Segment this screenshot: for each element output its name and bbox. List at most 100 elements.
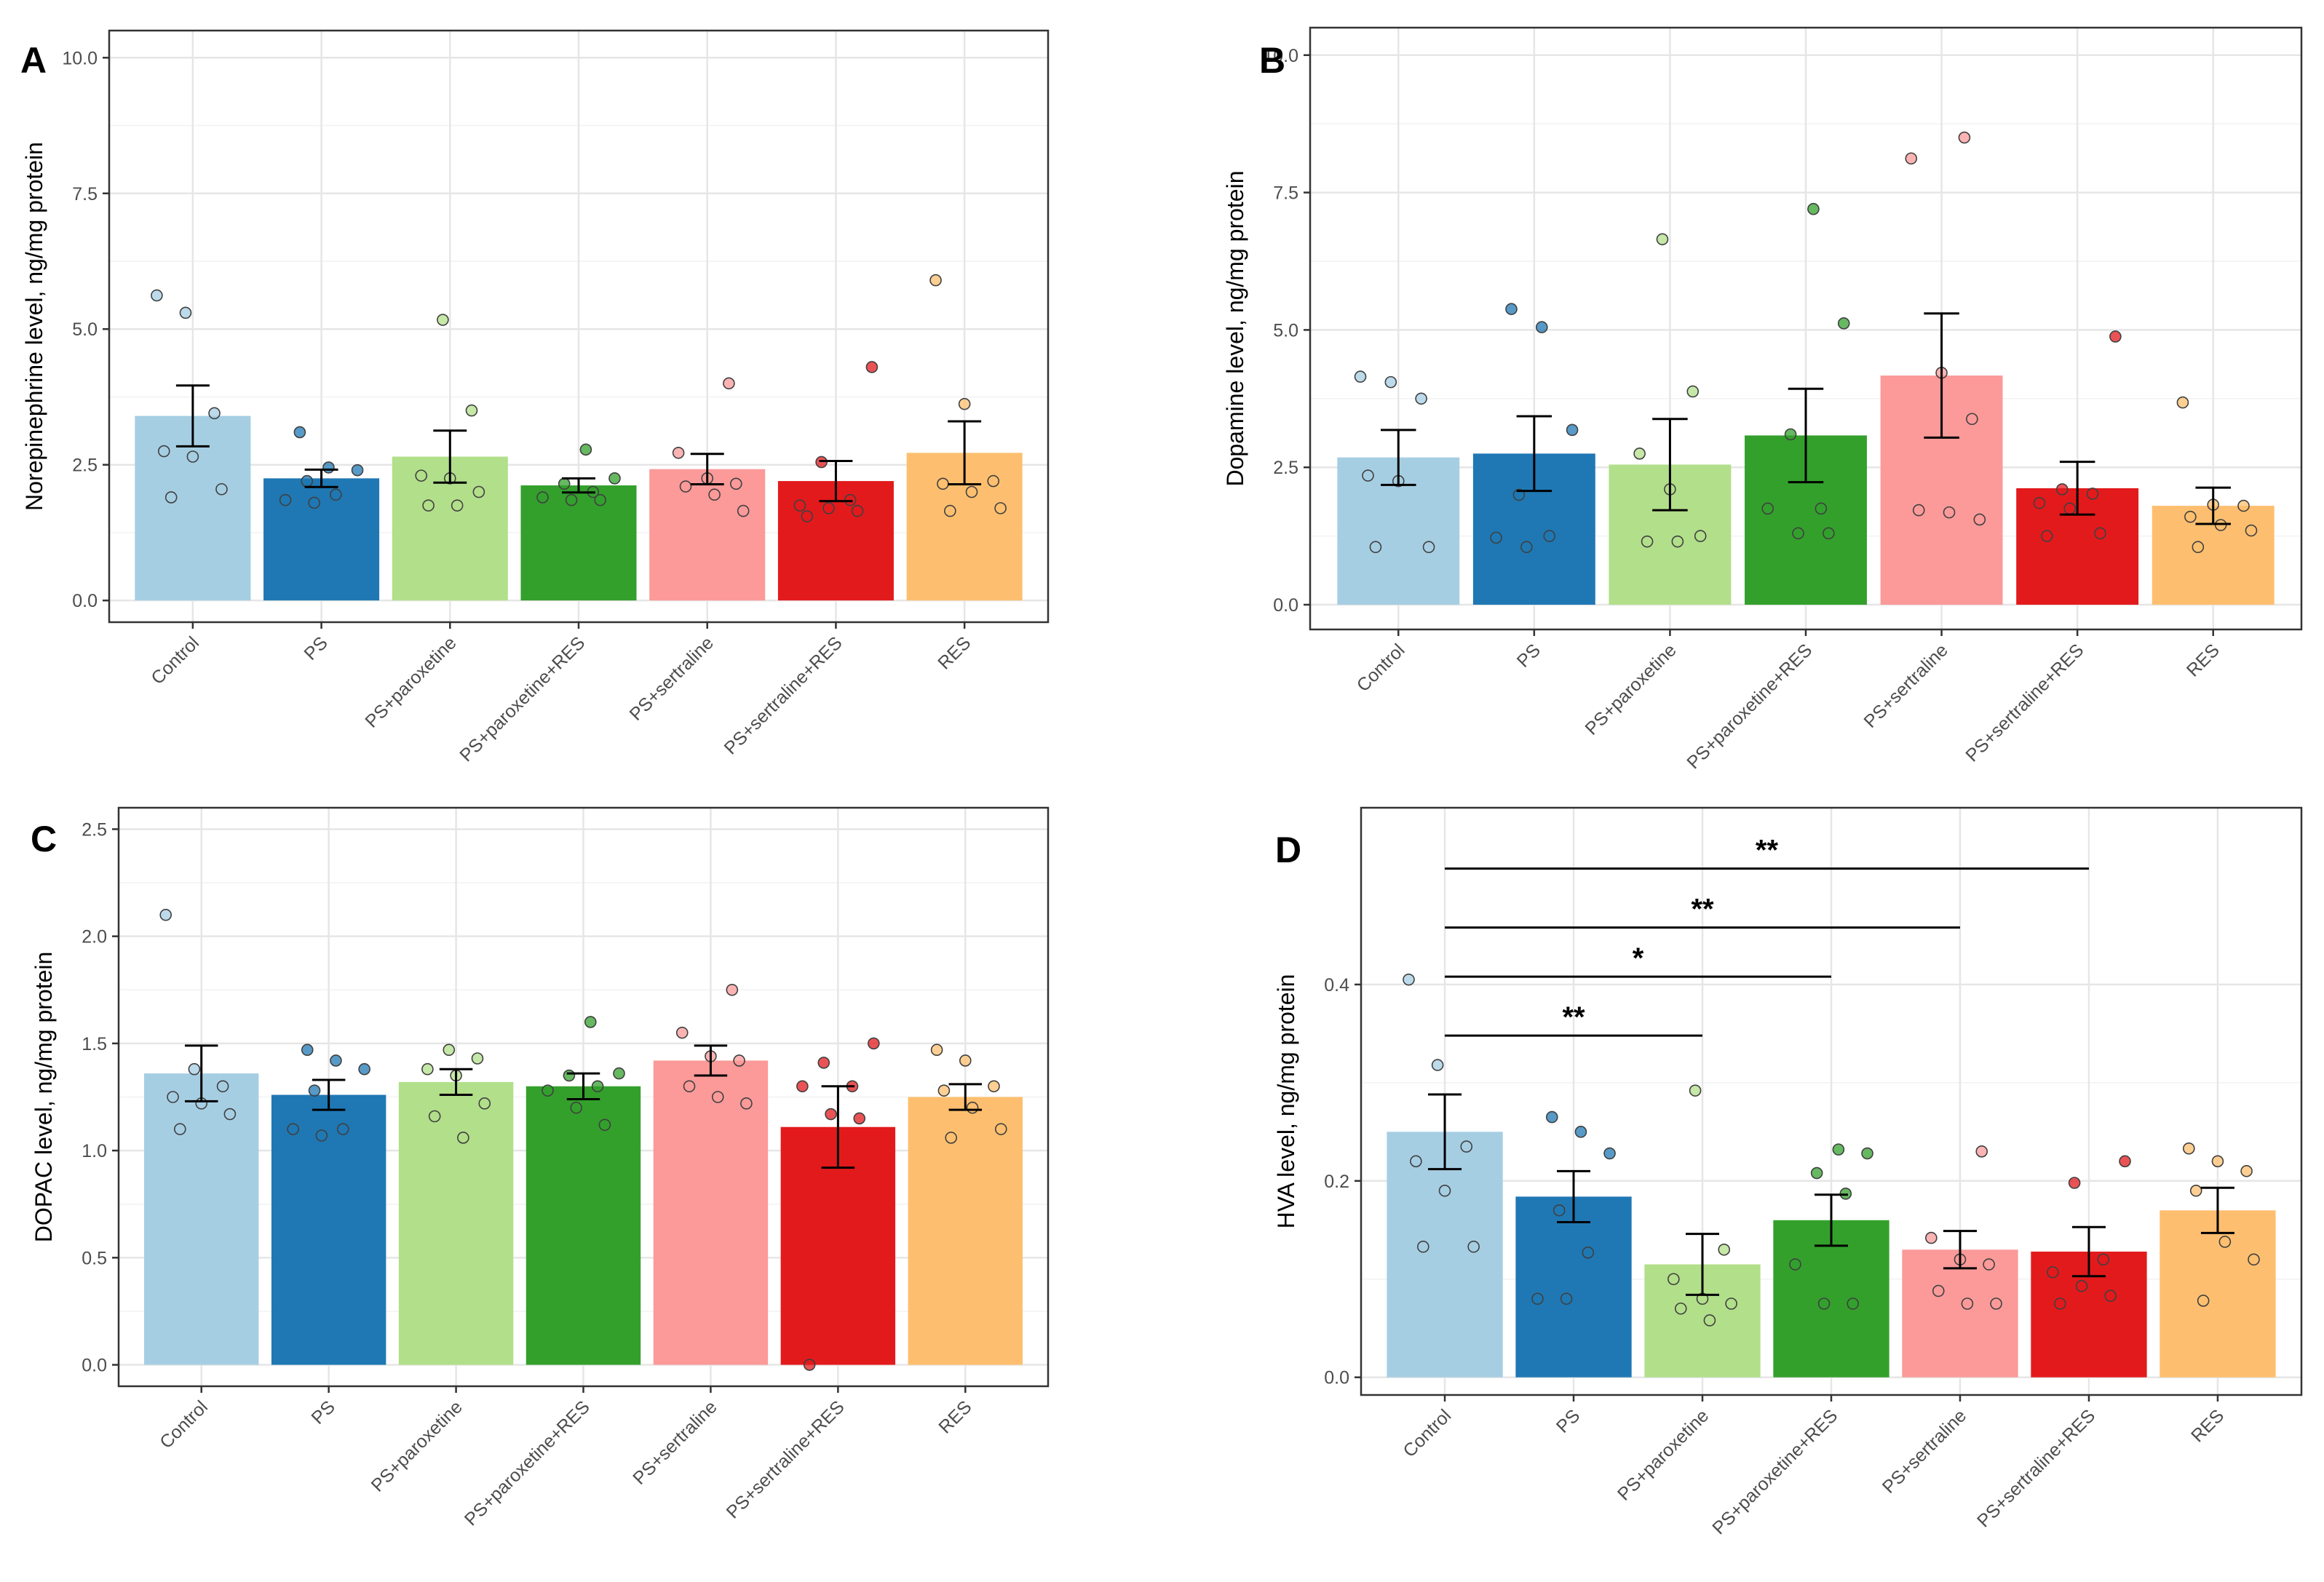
data-point-ps: [1545, 1110, 1558, 1124]
data-point-control: [1410, 1155, 1422, 1168]
data-point-ps: [1552, 1204, 1566, 1217]
data-point-ps-plus-sertraline-plus-res: [868, 1037, 880, 1050]
data-point-ps: [301, 1044, 314, 1057]
data-point-res: [2214, 519, 2227, 531]
data-point-ps-plus-sertraline-plus-res: [2109, 330, 2122, 343]
data-point-ps-plus-paroxetine: [437, 314, 449, 326]
data-point-res: [2240, 1165, 2253, 1177]
data-point-res: [937, 477, 949, 490]
data-point-ps-plus-paroxetine: [1689, 1084, 1702, 1097]
data-point-ps-plus-paroxetine-plus-res: [1837, 317, 1850, 330]
error-bar-ps-plus-paroxetine: [1652, 418, 1688, 512]
data-point-ps-plus-sertraline: [740, 1097, 753, 1110]
x-tick-label-res: RES: [2187, 1405, 2228, 1446]
panel-c: 0.0 0.5 1.0 1.5 2.0 2.5 Control PS PS+paroxetine…: [31, 806, 1050, 1530]
data-point-ps-plus-paroxetine-plus-res: [613, 1067, 625, 1080]
y-tick-label: 0.0: [72, 591, 98, 611]
bar-control: [1387, 1132, 1503, 1378]
data-point-ps-plus-sertraline: [733, 1054, 745, 1067]
error-bar-ps-plus-sertraline-plus-res: [821, 1085, 855, 1169]
data-point-ps: [330, 488, 342, 501]
y-axis-title: HVA level, ng/mg protein: [1273, 974, 1299, 1229]
data-point-ps-plus-paroxetine: [1671, 535, 1684, 548]
data-point-ps-plus-paroxetine: [421, 1062, 434, 1076]
data-point-ps: [293, 426, 306, 439]
data-point-res: [987, 474, 1000, 488]
data-point-ps-plus-sertraline: [1990, 1297, 2002, 1310]
data-point-res: [966, 1101, 979, 1114]
data-point-ps-plus-paroxetine-plus-res: [1823, 527, 1835, 540]
data-point-ps-plus-sertraline: [1912, 504, 1925, 517]
y-tick-label: 0.0: [1273, 595, 1298, 616]
data-point-res: [2211, 1155, 2224, 1168]
data-point-ps-plus-paroxetine-plus-res: [1810, 1166, 1823, 1180]
data-point-ps-plus-sertraline-plus-res: [865, 361, 879, 373]
data-point-control: [1422, 541, 1435, 554]
x-tick-label-ps-plus-sertraline-plus-res: PS+sertraline+RES: [1962, 640, 2087, 766]
data-point-ps: [287, 1123, 299, 1135]
data-point-control: [1384, 375, 1397, 389]
data-point-res: [2184, 510, 2197, 523]
error-bar-ps-plus-sertraline-plus-res: [2059, 461, 2095, 516]
data-point-ps-plus-paroxetine-plus-res: [591, 1080, 604, 1093]
data-point-ps-plus-sertraline-plus-res: [2033, 496, 2046, 509]
data-point-ps-plus-sertraline-plus-res: [793, 499, 806, 512]
data-point-ps-plus-paroxetine: [1656, 233, 1669, 246]
bar-control: [143, 1073, 259, 1365]
y-axis-title: Norepinephrine level, ng/mg protein: [21, 142, 47, 511]
error-bar-ps: [312, 1078, 346, 1111]
data-point-control: [1431, 1059, 1444, 1071]
data-point-res: [2197, 1295, 2210, 1307]
significance-label: **: [1756, 835, 1779, 867]
data-point-ps-plus-sertraline-plus-res: [825, 1108, 837, 1121]
data-point-ps-plus-paroxetine: [451, 499, 464, 512]
data-point-res: [994, 1123, 1007, 1135]
data-point-control: [1369, 541, 1382, 554]
data-point-control: [1403, 973, 1415, 986]
error-bar-ps: [1516, 415, 1552, 493]
bar-ps-plus-sertraline: [1902, 1249, 2018, 1378]
x-tick-label-ps-plus-sertraline-plus-res: PS+sertraline+RES: [721, 632, 846, 758]
data-point-ps-plus-paroxetine-plus-res: [608, 472, 621, 485]
x-tick-label-ps-plus-paroxetine-plus-res: PS+paroxetine+RES: [456, 632, 589, 766]
data-point-control: [179, 306, 192, 319]
data-point-ps-plus-sertraline: [711, 1091, 724, 1103]
data-point-ps-plus-paroxetine: [1674, 1302, 1687, 1315]
data-point-ps: [351, 464, 364, 477]
data-point-ps-plus-paroxetine-plus-res: [598, 1118, 611, 1132]
error-bar-control: [1381, 429, 1416, 486]
x-tick-label-ps: PS: [307, 1396, 338, 1428]
x-tick-label-ps-plus-sertraline: PS+sertraline: [626, 632, 718, 724]
x-tick-label-ps-plus-paroxetine-plus-res: PS+paroxetine+RES: [1683, 640, 1816, 773]
panel-letter: A: [20, 40, 47, 81]
data-point-ps-plus-sertraline: [726, 983, 739, 996]
bar-res: [2160, 1210, 2276, 1378]
data-point-ps-plus-sertraline: [1943, 506, 1956, 519]
data-point-control: [188, 1062, 201, 1076]
data-point-ps-plus-sertraline-plus-res: [2054, 1297, 2066, 1310]
data-point-ps-plus-paroxetine-plus-res: [579, 443, 592, 456]
significance-bracket: **: [1445, 835, 2089, 870]
data-point-ps-plus-paroxetine-plus-res: [1817, 1297, 1831, 1310]
data-point-ps-plus-paroxetine: [1686, 385, 1700, 398]
data-point-control: [216, 1080, 229, 1093]
data-point-ps: [1603, 1147, 1616, 1160]
y-axis-title: DOPAC level, ng/mg protein: [31, 952, 57, 1243]
data-point-ps-plus-paroxetine: [472, 485, 485, 498]
data-point-ps-plus-sertraline: [675, 1026, 689, 1039]
data-point-control: [157, 445, 170, 458]
data-point-control: [1467, 1240, 1480, 1253]
data-point-ps-plus-sertraline-plus-res: [796, 1080, 809, 1093]
y-tick-label: 7.5: [1273, 183, 1298, 204]
data-point-ps-plus-sertraline: [737, 504, 750, 517]
x-tick-label-ps-plus-sertraline-plus-res: PS+sertraline+RES: [1973, 1405, 2099, 1531]
data-point-ps-plus-sertraline-plus-res: [822, 502, 835, 514]
error-bar-res: [948, 420, 982, 486]
data-point-control: [1438, 1185, 1451, 1197]
data-point-res: [2176, 396, 2189, 409]
data-point-control: [1460, 1140, 1473, 1153]
data-point-ps-plus-sertraline-plus-res: [2068, 1177, 2081, 1189]
data-point-ps-plus-sertraline-plus-res: [2041, 530, 2053, 542]
